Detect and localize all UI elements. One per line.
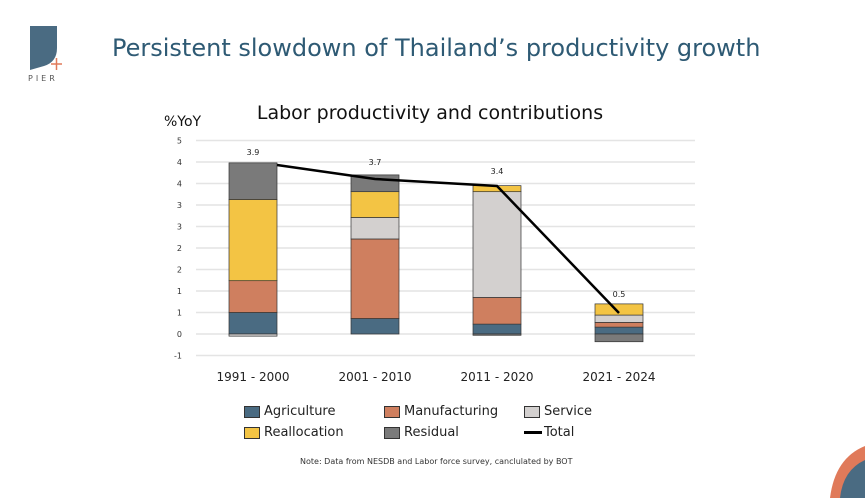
y-tick-label: 2 <box>177 244 182 253</box>
total-data-label: 3.9 <box>247 148 260 157</box>
bar-service <box>594 314 644 323</box>
legend-agriculture: Agriculture <box>244 404 336 419</box>
y-tick-label: 1 <box>177 287 182 296</box>
y-tick-label: 0 <box>177 330 182 339</box>
svg-text:PIER: PIER <box>28 74 58 83</box>
legend-manufacturing: Manufacturing <box>384 404 498 419</box>
y-tick-label: 3 <box>177 201 182 210</box>
slide-title: Persistent slowdown of Thailand’s produc… <box>112 34 761 62</box>
y-tick-label: -1 <box>174 352 182 361</box>
bar-agriculture <box>594 326 644 335</box>
bar-reallocation <box>228 199 278 282</box>
bar-service <box>228 333 278 337</box>
legend-total: Total <box>524 425 574 440</box>
bar-manufacturing <box>350 238 400 319</box>
y-tick-label: 5 <box>177 137 182 146</box>
y-tick-label: 1 <box>177 309 182 318</box>
bar-service <box>472 191 522 298</box>
bar-agriculture <box>228 312 278 335</box>
y-tick-label: 4 <box>177 158 182 167</box>
total-data-label: 3.7 <box>369 158 382 167</box>
y-tick-label: 3 <box>177 223 182 232</box>
legend-service: Service <box>524 404 592 419</box>
bar-reallocation <box>350 191 400 218</box>
total-data-label: 3.4 <box>491 167 504 176</box>
bar-manufacturing <box>228 280 278 313</box>
bar-residual <box>594 333 644 343</box>
total-data-label: 0.5 <box>613 290 626 299</box>
bar-agriculture <box>350 318 400 335</box>
bar-reallocation <box>594 303 644 316</box>
legend-residual: Residual <box>384 425 459 440</box>
bar-service <box>350 217 400 240</box>
legend-reallocation: Reallocation <box>244 425 344 440</box>
x-tick-label: 2021 - 2024 <box>582 370 655 384</box>
x-tick-label: 2001 - 2010 <box>338 370 411 384</box>
source-note: Note: Data from NESDB and Labor force su… <box>300 457 573 466</box>
bar-manufacturing <box>472 297 522 325</box>
y-tick-label: 4 <box>177 180 182 189</box>
bar-manufacturing <box>594 322 644 328</box>
y-tick-label: 2 <box>177 266 182 275</box>
bar-agriculture <box>472 323 522 335</box>
pier-logo: PIER <box>22 26 92 90</box>
y-axis-label: %YoY <box>164 114 202 130</box>
corner-decoration <box>830 446 865 498</box>
x-tick-label: 2011 - 2020 <box>460 370 533 384</box>
x-tick-label: 1991 - 2000 <box>216 370 289 384</box>
total-line <box>276 163 620 314</box>
bar-residual <box>228 162 278 200</box>
bar-residual <box>472 333 522 336</box>
chart-title: Labor productivity and contributions <box>257 102 603 124</box>
